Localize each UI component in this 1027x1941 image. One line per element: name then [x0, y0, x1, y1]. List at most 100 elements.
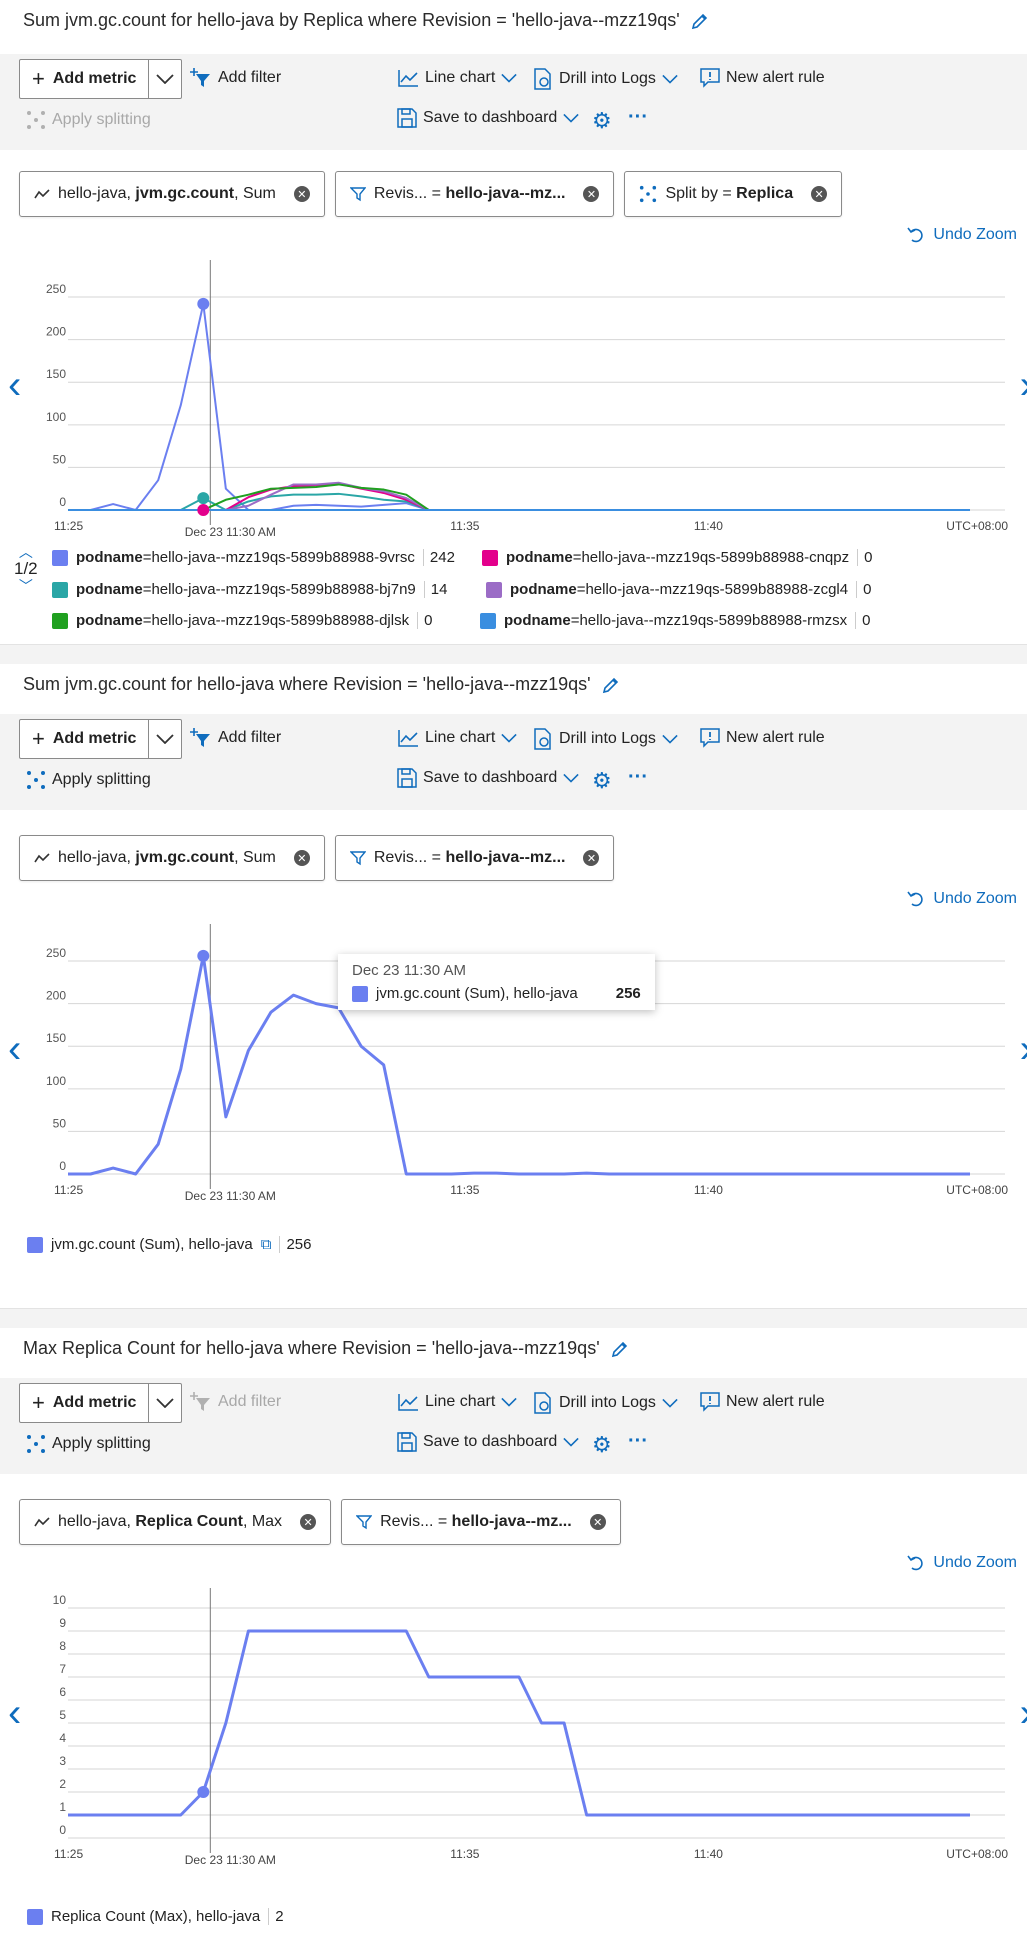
- undo-zoom-button[interactable]: Undo Zoom: [907, 1554, 1017, 1572]
- chevron-left-icon[interactable]: ‹: [8, 363, 22, 407]
- legend-item[interactable]: podname=hello-java--mzz19qs-5899b88988-d…: [52, 612, 432, 629]
- legend-item[interactable]: podname=hello-java--mzz19qs-5899b88988-z…: [486, 581, 871, 598]
- y-tick-label: 0: [59, 1823, 66, 1837]
- plus-icon: +: [32, 66, 45, 91]
- legend-pager: ︿ 1/2 ﹀: [14, 544, 38, 594]
- more-button[interactable]: ···: [628, 1430, 648, 1452]
- chart-svg: 0 50 100 150 200 250 11:25 Dec 23 11:30 AM 11:35…: [46, 260, 1008, 539]
- line-chart-button[interactable]: Line chart: [397, 728, 517, 748]
- chevron-right-icon[interactable]: ›: [1020, 1029, 1027, 1069]
- more-button[interactable]: ···: [628, 766, 648, 788]
- legend-label: podname=hello-java--mzz19qs-5899b88988-z…: [510, 581, 849, 598]
- chevron-down-icon[interactable]: ﹀: [18, 578, 33, 594]
- chevron-down-icon: [563, 773, 580, 783]
- save-to-dashboard-button[interactable]: Save to dashboard: [397, 768, 580, 788]
- legend-swatch: [27, 1908, 43, 1925]
- legend-item[interactable]: podname=hello-java--mzz19qs-5899b88988-b…: [52, 581, 447, 598]
- add-metric-button[interactable]: + Add metric: [19, 1383, 182, 1423]
- chart-toolbar: + Add metric Add filter Line chart Drill…: [0, 54, 1027, 150]
- settings-button[interactable]: ⚙: [592, 1432, 612, 1458]
- split-pill[interactable]: Split by = Replica ✕: [624, 171, 843, 217]
- settings-button[interactable]: ⚙: [592, 768, 612, 794]
- new-alert-rule-button[interactable]: New alert rule: [700, 728, 825, 748]
- filter-icon: [349, 851, 366, 866]
- close-icon[interactable]: ✕: [583, 186, 600, 202]
- close-icon[interactable]: ✕: [293, 850, 310, 866]
- add-filter-button[interactable]: Add filter: [190, 1392, 281, 1412]
- add-filter-button[interactable]: Add filter: [190, 728, 281, 748]
- filter-pill[interactable]: Revis... = hello-java--mz... ✕: [341, 1499, 621, 1545]
- more-button[interactable]: ···: [628, 106, 648, 128]
- chart-title[interactable]: Max Replica Count for hello-java where R…: [23, 1338, 630, 1359]
- close-icon[interactable]: ✕: [293, 186, 310, 202]
- close-icon[interactable]: ✕: [811, 186, 828, 202]
- settings-button[interactable]: ⚙: [592, 108, 612, 134]
- apply-splitting-button[interactable]: Apply splitting: [26, 1434, 151, 1454]
- close-icon[interactable]: ✕: [300, 1514, 317, 1530]
- data-point: [197, 949, 210, 962]
- add-metric-dropdown[interactable]: [149, 1384, 181, 1422]
- data-point: [197, 1786, 210, 1798]
- legend-swatch: [27, 1236, 43, 1253]
- line-chart[interactable]: 0 1 2 3 4 5 6 7 8 9 10 11:25 Dec 23 11:30 AM 11:35 11:…: [0, 1583, 1027, 1868]
- legend-item[interactable]: podname=hello-java--mzz19qs-5899b88988-9…: [52, 549, 455, 566]
- apply-splitting-button[interactable]: Apply splitting: [26, 110, 151, 130]
- chart-title[interactable]: Sum jvm.gc.count for hello-java by Repli…: [23, 10, 710, 31]
- y-tick-label: 100: [46, 1074, 66, 1088]
- new-alert-rule-button[interactable]: New alert rule: [700, 1392, 825, 1412]
- legend-item[interactable]: jvm.gc.count (Sum), hello-java ⧉ 256: [27, 1236, 312, 1253]
- chevron-left-icon[interactable]: ‹: [8, 1691, 22, 1735]
- undo-zoom-button[interactable]: Undo Zoom: [907, 890, 1017, 908]
- y-tick-label: 100: [46, 410, 66, 424]
- save-icon: [397, 768, 417, 788]
- metric-icon: [34, 853, 50, 863]
- legend-value: 0: [856, 581, 871, 598]
- add-metric-button[interactable]: + Add metric: [19, 59, 182, 99]
- y-tick-label: 250: [46, 946, 66, 960]
- save-to-dashboard-button[interactable]: Save to dashboard: [397, 1432, 580, 1452]
- chart-title[interactable]: Sum jvm.gc.count for hello-java where Re…: [23, 674, 621, 695]
- close-icon[interactable]: ✕: [589, 1514, 606, 1530]
- chart-svg: 0 1 2 3 4 5 6 7 8 9 10 11:25 Dec 23 11:30 AM 11:35 11:…: [53, 1588, 1008, 1867]
- legend-item[interactable]: Replica Count (Max), hello-java 2: [27, 1908, 284, 1925]
- line-chart-button[interactable]: Line chart: [397, 1392, 517, 1412]
- metric-pills: hello-java, jvm.gc.count, Sum ✕ Revis...…: [19, 835, 615, 881]
- chevron-right-icon[interactable]: ›: [1020, 365, 1027, 405]
- legend-label: podname=hello-java--mzz19qs-5899b88988-r…: [504, 612, 848, 629]
- add-filter-button[interactable]: Add filter: [190, 68, 281, 88]
- filter-pill[interactable]: Revis... = hello-java--mz... ✕: [334, 835, 615, 881]
- edit-pencil-icon[interactable]: [690, 11, 710, 31]
- add-metric-button[interactable]: + Add metric: [19, 719, 182, 759]
- metric-pill[interactable]: hello-java, Replica Count, Max ✕: [19, 1499, 332, 1545]
- logs-icon: [534, 68, 551, 90]
- series-line: [68, 954, 970, 1176]
- drill-into-logs-button[interactable]: Drill into Logs: [533, 728, 678, 750]
- add-metric-dropdown[interactable]: [149, 720, 181, 758]
- metric-pill[interactable]: hello-java, jvm.gc.count, Sum ✕: [19, 171, 325, 217]
- new-alert-rule-button[interactable]: New alert rule: [700, 68, 825, 88]
- apply-splitting-button[interactable]: Apply splitting: [26, 770, 151, 790]
- undo-zoom-button[interactable]: Undo Zoom: [907, 226, 1017, 244]
- metric-pill[interactable]: hello-java, jvm.gc.count, Sum ✕: [19, 835, 325, 881]
- line-chart-button[interactable]: Line chart: [397, 68, 517, 88]
- y-tick-label: 0: [59, 1159, 66, 1173]
- add-metric-dropdown[interactable]: [149, 60, 181, 98]
- line-chart[interactable]: 0 50 100 150 200 250 11:25 Dec 23 11:30 AM 11:35…: [0, 255, 1027, 540]
- edit-pencil-icon[interactable]: [601, 675, 621, 695]
- drill-into-logs-button[interactable]: Drill into Logs: [533, 68, 678, 90]
- legend-item[interactable]: podname=hello-java--mzz19qs-5899b88988-c…: [482, 549, 872, 566]
- filter-pill[interactable]: Revis... = hello-java--mz... ✕: [334, 171, 615, 217]
- chevron-up-icon[interactable]: ︿: [18, 544, 33, 560]
- drill-into-logs-button[interactable]: Drill into Logs: [533, 1392, 678, 1414]
- chevron-left-icon[interactable]: ‹: [8, 1027, 22, 1071]
- logs-icon: [534, 728, 551, 750]
- save-to-dashboard-button[interactable]: Save to dashboard: [397, 108, 580, 128]
- legend-item[interactable]: podname=hello-java--mzz19qs-5899b88988-r…: [480, 612, 870, 629]
- edit-pencil-icon[interactable]: [610, 1339, 630, 1359]
- chevron-right-icon[interactable]: ›: [1020, 1693, 1027, 1733]
- x-tick-label: 11:40: [694, 1847, 723, 1861]
- chart-panel-1: Sum jvm.gc.count for hello-java by Repli…: [0, 0, 1027, 640]
- close-icon[interactable]: ✕: [583, 850, 600, 866]
- chevron-down-icon: [156, 74, 174, 84]
- copy-icon[interactable]: ⧉: [260, 1236, 272, 1253]
